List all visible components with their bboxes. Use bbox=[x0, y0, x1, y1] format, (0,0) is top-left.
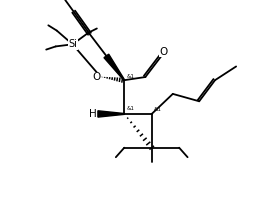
Polygon shape bbox=[98, 111, 124, 117]
Text: &1: &1 bbox=[127, 106, 135, 111]
Text: &1: &1 bbox=[127, 74, 135, 79]
Text: O: O bbox=[93, 72, 101, 82]
Text: O: O bbox=[159, 47, 168, 57]
Text: H: H bbox=[89, 109, 97, 119]
Text: Si: Si bbox=[68, 39, 77, 49]
Polygon shape bbox=[104, 54, 125, 80]
Text: &1: &1 bbox=[154, 107, 162, 112]
